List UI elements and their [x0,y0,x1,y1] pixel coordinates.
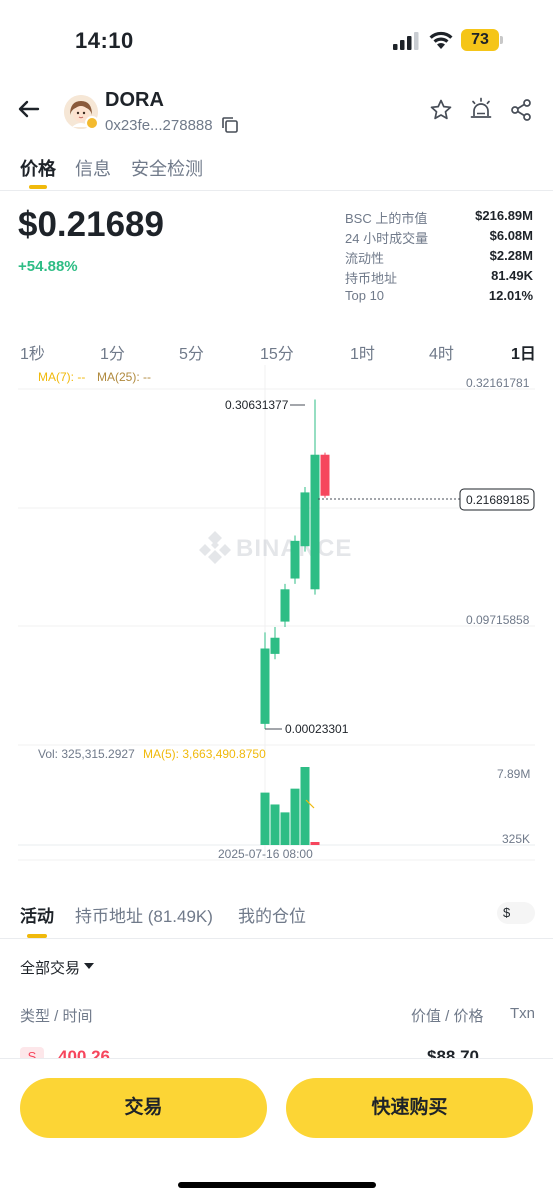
battery-indicator: 73 [461,29,499,51]
volume-bar [310,842,320,845]
volume-axis-bottom: 325K [502,832,530,846]
current-price: $0.21689 [18,205,164,244]
volume-bar [280,812,290,845]
chevron-down-icon[interactable] [84,963,94,969]
bsc-chain-badge-icon [85,116,99,130]
back-arrow-icon[interactable] [16,96,42,122]
ma7-label: MA(7): -- [38,370,86,384]
ma25-label: MA(25): -- [97,370,151,384]
star-icon[interactable] [429,98,453,122]
trade-filter-dropdown[interactable]: 全部交易 [20,960,81,977]
stat-value-liquidity: $2.28M [489,248,533,263]
tab-underline [29,185,47,189]
interval-5m[interactable]: 5分 [179,346,204,363]
low-price-label: 0.00023301 [285,722,349,736]
candlestick-chart[interactable]: BINANCE 0.32161781 0.09715858 7.89M 325K… [0,365,553,865]
candle-body [280,589,290,622]
copy-icon[interactable] [221,116,239,134]
candle-body [310,454,320,590]
activity-tab-underline [27,934,47,938]
stat-value-market-cap: $216.89M [475,208,533,223]
price-axis-mid: 0.09715858 [466,613,530,627]
stat-label-holders: 持币地址 [345,271,398,286]
volume-label: Vol: 325,315.2927 [38,747,135,761]
currency-toggle-label: $ [503,905,511,920]
cellular-signal-icon [393,32,419,50]
candle-body [320,454,330,496]
tab-divider [0,190,553,191]
interval-1d[interactable]: 1日 [511,346,536,363]
stat-value-top10: 12.01% [488,288,533,303]
stat-label-market-cap: BSC 上的市值 [345,211,428,226]
alert-icon[interactable] [469,97,493,121]
stat-label-liquidity: 流动性 [345,251,385,266]
ma5-volume-label: MA(5): 3,663,490.8750 [143,747,266,761]
candle-body [290,540,300,579]
chart-date-label: 2025-07-16 08:00 [218,847,313,861]
binance-logo-icon [199,531,231,564]
tab-activity[interactable]: 活动 [20,907,54,926]
current-price-label: 0.21689185 [466,493,530,507]
tab-holders[interactable]: 持币地址 (81.49K) [75,907,213,926]
price-axis-top: 0.32161781 [466,376,530,390]
column-txn: Txn [510,1005,536,1022]
interval-4h[interactable]: 4时 [429,346,454,363]
price-change: +54.88% [18,258,78,275]
tab-my-positions[interactable]: 我的仓位 [238,907,306,926]
token-address[interactable]: 0x23fe...278888 [105,117,213,134]
interval-1m[interactable]: 1分 [100,346,125,363]
battery-tip [500,36,503,44]
volume-bar [290,788,300,845]
currency-toggle[interactable]: $ [497,902,535,924]
interval-1s[interactable]: 1秒 [20,346,45,363]
volume-axis-top: 7.89M [497,767,530,781]
quick-buy-button[interactable]: 快速购买 [286,1078,533,1138]
interval-1h[interactable]: 1时 [350,346,375,363]
stat-value-volume: $6.08M [489,228,533,243]
volume-bar [260,792,270,845]
stat-value-holders: 81.49K [491,268,533,283]
current-price-tag [459,488,535,511]
volume-bar [300,767,310,845]
binance-watermark: BINANCE [199,531,351,564]
column-value-price: 价值 / 价格 [411,1008,484,1025]
column-type-time: 类型 / 时间 [20,1008,93,1025]
share-icon[interactable] [509,98,533,122]
candle-body [270,637,280,654]
ma5-line [305,799,315,809]
candle-body [260,648,270,724]
candle-body [300,492,310,547]
wifi-icon [429,31,453,49]
volume-bar [270,804,280,845]
interval-15m[interactable]: 15分 [260,346,294,363]
trade-button[interactable]: 交易 [20,1078,267,1138]
home-indicator [178,1182,376,1188]
high-price-label: 0.30631377 [225,398,289,412]
status-time: 14:10 [75,28,134,53]
activity-divider [0,938,553,939]
stat-label-top10: Top 10 [345,288,385,303]
tab-security-check[interactable]: 安全检测 [131,159,203,179]
tab-price[interactable]: 价格 [20,159,56,179]
tab-info[interactable]: 信息 [75,159,111,179]
token-name: DORA [105,89,164,111]
stat-label-volume: 24 小时成交量 [345,231,429,246]
